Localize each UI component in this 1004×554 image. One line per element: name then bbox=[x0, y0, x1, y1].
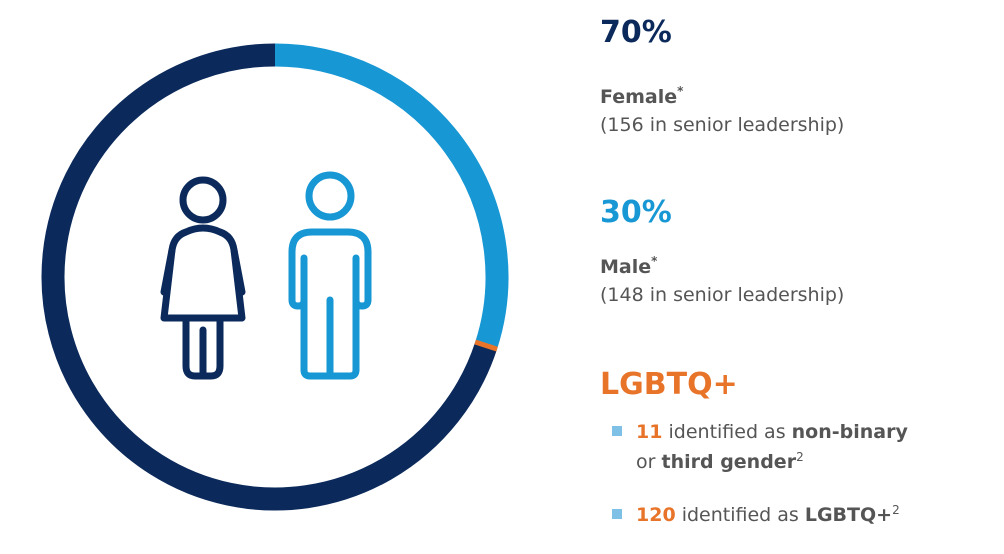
t: or bbox=[636, 451, 661, 473]
bullet bbox=[612, 426, 622, 436]
list-item: 120 identified as LGBTQ+2 bbox=[636, 503, 900, 526]
lgbtq-title: LGBTQ+ bbox=[600, 367, 738, 402]
male-percent: 30% bbox=[600, 195, 672, 230]
female-detail: (156 in senior leadership) bbox=[600, 114, 844, 136]
t: non-binary bbox=[792, 421, 909, 443]
num: 11 bbox=[636, 421, 662, 443]
man-icon bbox=[288, 171, 372, 380]
note: * bbox=[677, 84, 684, 98]
female-label: Female* bbox=[600, 84, 684, 108]
t: LGBTQ+ bbox=[805, 504, 892, 526]
donut-segment bbox=[41, 43, 498, 511]
t: third gender bbox=[661, 451, 796, 473]
label: Male bbox=[600, 256, 651, 278]
divider bbox=[474, 339, 498, 352]
male-detail: (148 in senior leadership) bbox=[600, 284, 844, 306]
num: 120 bbox=[636, 504, 676, 526]
bullet bbox=[612, 509, 622, 519]
sup: 2 bbox=[796, 450, 804, 464]
male-label: Male* bbox=[600, 254, 658, 278]
list-item: 11 identified as non-binary bbox=[636, 421, 908, 443]
icons bbox=[160, 171, 372, 380]
t: identified as bbox=[676, 504, 805, 526]
note: * bbox=[651, 254, 658, 268]
donut-segment bbox=[274, 43, 509, 350]
label: Female bbox=[600, 86, 677, 108]
woman-icon bbox=[160, 176, 246, 380]
sup: 2 bbox=[892, 503, 900, 517]
t: identified as bbox=[662, 421, 791, 443]
list-item-cont: or third gender2 bbox=[636, 450, 804, 473]
female-percent: 70% bbox=[600, 15, 672, 50]
